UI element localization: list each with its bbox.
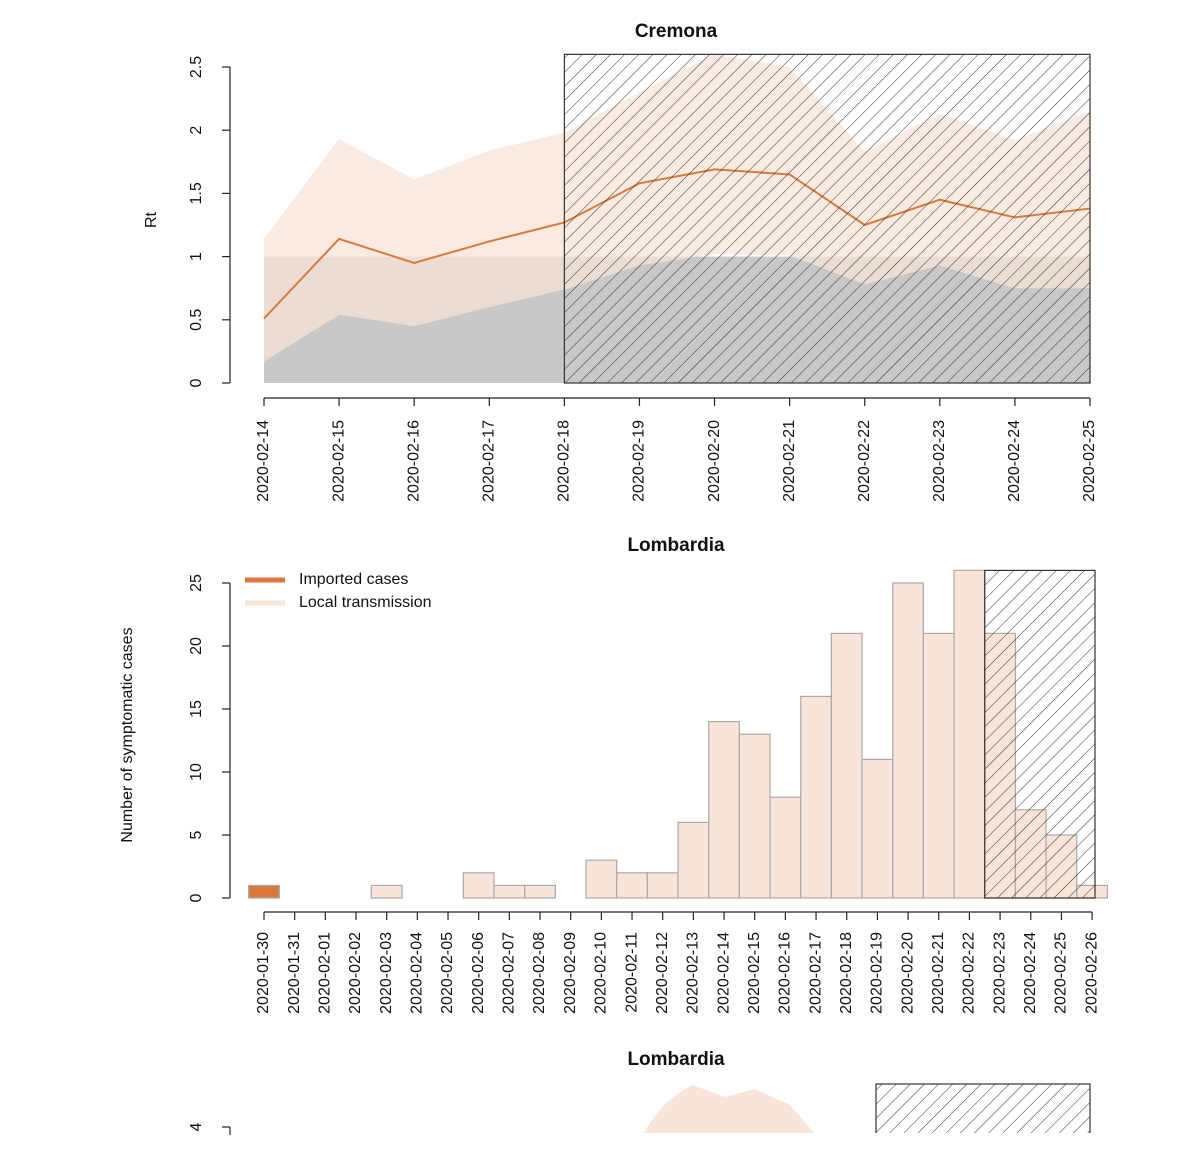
y-axis-label: Number of symptomatic cases [119,627,136,842]
hatched-region [875,1083,1091,1133]
x-tick-label: 2020-02-15 [746,932,763,1014]
x-tick-label: 2020-02-21 [781,420,798,502]
bar [769,796,802,899]
x-tick-label: 2020-02-23 [991,932,1008,1014]
bar [922,632,955,899]
cropped-chart [643,1083,1091,1133]
chart-title: Lombardia [627,1049,725,1070]
x-tick-label: 2020-02-25 [1053,932,1070,1014]
x-tick-label: 2020-02-22 [961,932,978,1014]
y-tick-label: 20 [188,637,205,655]
legend-label: Imported cases [299,571,408,588]
x-tick-label: 2020-02-21 [930,932,947,1014]
x-tick-label: 2020-02-02 [347,932,364,1014]
x-tick-label: 2020-02-06 [470,932,487,1014]
x-tick-label: 2020-01-30 [255,932,272,1014]
y-axis-label: Rt [143,211,160,228]
y-tick-label: 15 [188,700,205,718]
x-tick-label: 2020-02-24 [1006,420,1023,502]
bar [493,884,526,899]
x-tick-label: 2020-01-31 [286,932,303,1014]
bar [708,720,740,899]
x-tick-label: 2020-02-24 [1022,932,1039,1014]
chart-title: Cremona [635,21,718,42]
bar [677,821,710,899]
x-tick-label: 2020-02-17 [807,932,824,1014]
y-tick-label: 2.5 [188,56,205,78]
bar [616,872,648,899]
x-tick-label: 2020-02-09 [562,932,579,1014]
bar [953,569,986,899]
bar [738,733,771,899]
x-tick-label: 2020-02-12 [654,932,671,1014]
y-tick-label: 4 [188,1122,205,1131]
x-tick-label: 2020-02-19 [631,420,648,502]
bar [800,695,832,899]
bar [861,758,894,899]
hatched-region [563,53,1091,384]
y-tick-label: 0 [188,893,205,902]
y-tick-label: 2 [188,126,205,135]
x-tick-label: 2020-02-11 [623,932,640,1013]
bar [462,872,495,899]
y-tick-label: 5 [188,830,205,839]
y-tick-label: 0.5 [188,309,205,331]
bar [892,582,925,899]
x-tick-label: 2020-02-25 [1081,420,1098,502]
x-tick-label: 2020-02-17 [480,420,497,502]
x-tick-label: 2020-02-01 [317,932,334,1014]
bar [646,872,679,899]
x-tick-label: 2020-02-18 [838,932,855,1014]
x-tick-label: 2020-02-19 [869,932,886,1014]
y-tick-label: 1 [188,252,205,261]
x-tick-label: 2020-02-14 [715,932,732,1014]
x-tick-label: 2020-02-10 [593,932,610,1014]
x-tick-label: 2020-02-15 [330,420,347,502]
y-tick-label: 25 [188,574,205,592]
x-tick-label: 2020-02-20 [706,420,723,502]
y-tick-label: 0 [188,378,205,387]
x-tick-label: 2020-02-20 [899,932,916,1014]
x-tick-label: 2020-02-05 [439,932,456,1014]
band-fragment [643,1085,814,1133]
x-tick-label: 2020-02-26 [1083,932,1100,1014]
legend-label: Local transmission [299,594,432,611]
x-tick-label: 2020-02-14 [255,420,272,502]
bar [830,632,863,899]
x-tick-label: 2020-02-13 [685,932,702,1014]
y-tick-label: 10 [188,763,205,781]
x-tick-label: 2020-02-23 [931,420,948,502]
x-tick-label: 2020-02-22 [856,420,873,502]
chart-title: Lombardia [627,535,725,556]
bar [524,884,556,899]
x-tick-label: 2020-02-16 [405,420,422,502]
hatched-region [984,569,1096,899]
x-tick-label: 2020-02-16 [777,932,794,1014]
bar [585,859,618,899]
bar [248,884,280,899]
y-tick-label: 1.5 [188,182,205,204]
x-tick-label: 2020-02-08 [531,932,548,1014]
x-tick-label: 2020-02-07 [501,932,518,1014]
x-tick-label: 2020-02-18 [556,420,573,502]
x-tick-label: 2020-02-03 [378,932,395,1014]
bar [370,884,403,899]
x-tick-label: 2020-02-04 [409,932,426,1014]
